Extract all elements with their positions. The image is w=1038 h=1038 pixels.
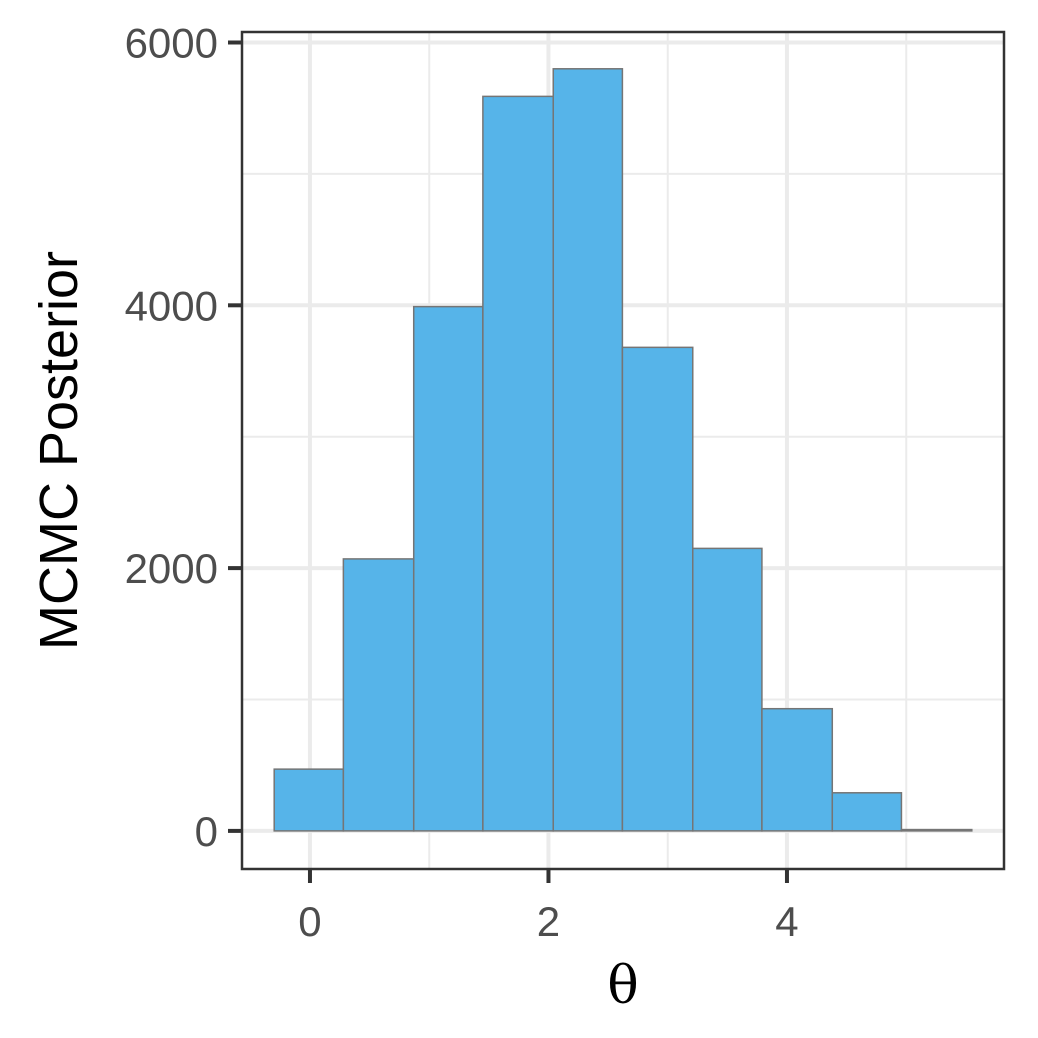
y-tick-label: 6000 [125,20,218,67]
y-tick-label: 4000 [125,282,218,329]
histogram-bar [273,768,345,832]
panel-border [240,30,1006,871]
histogram-bar [482,95,554,832]
x-axis-title: θ [607,956,638,1016]
histogram-bar [900,828,973,832]
histogram-bars [273,68,973,832]
axis-ticks [228,40,789,883]
histogram-bar [692,547,763,832]
y-tick-label: 0 [195,808,218,855]
y-axis-title: MCMC Posterior [29,251,89,650]
histogram-bar [621,346,694,832]
histogram-bar [412,305,484,832]
histogram-bar [831,792,903,832]
x-tick-label: 2 [537,898,560,945]
tick-labels: 0 2000 4000 6000 0 2 4 [125,20,799,945]
x-tick-label: 0 [298,898,321,945]
histogram-bar [761,707,834,832]
histogram-bar [342,558,415,832]
x-tick-label: 4 [775,898,798,945]
y-tick-label: 2000 [125,545,218,592]
histogram-bar [552,68,624,832]
